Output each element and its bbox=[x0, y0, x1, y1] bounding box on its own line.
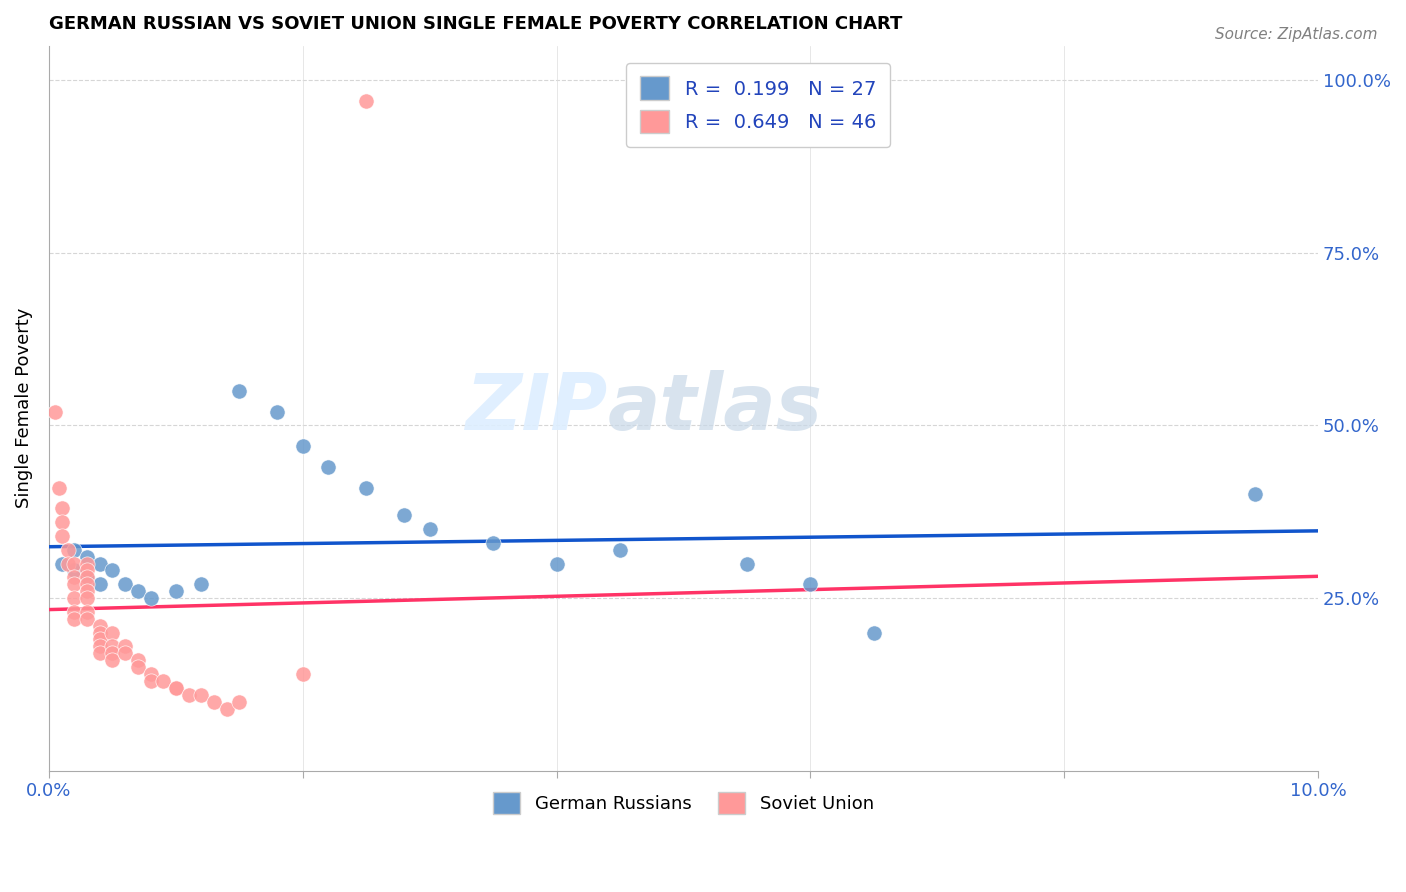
Point bbox=[89, 646, 111, 660]
Point bbox=[63, 542, 86, 557]
Point bbox=[44, 404, 66, 418]
Point bbox=[101, 625, 124, 640]
Point bbox=[63, 591, 86, 605]
Point bbox=[1243, 487, 1265, 501]
Legend: German Russians, Soviet Union: German Russians, Soviet Union bbox=[481, 780, 887, 827]
Point bbox=[863, 625, 886, 640]
Point bbox=[114, 577, 136, 591]
Point bbox=[114, 646, 136, 660]
Point bbox=[56, 542, 79, 557]
Point bbox=[291, 667, 314, 681]
Point bbox=[63, 612, 86, 626]
Point bbox=[127, 584, 149, 599]
Y-axis label: Single Female Poverty: Single Female Poverty bbox=[15, 308, 32, 508]
Point bbox=[139, 673, 162, 688]
Point bbox=[215, 701, 238, 715]
Point bbox=[76, 612, 98, 626]
Point bbox=[76, 584, 98, 599]
Point bbox=[165, 681, 187, 695]
Point bbox=[89, 618, 111, 632]
Point bbox=[89, 625, 111, 640]
Point bbox=[152, 673, 174, 688]
Point bbox=[63, 557, 86, 571]
Point bbox=[101, 640, 124, 654]
Point bbox=[48, 481, 70, 495]
Text: Source: ZipAtlas.com: Source: ZipAtlas.com bbox=[1215, 27, 1378, 42]
Point bbox=[76, 564, 98, 578]
Point bbox=[177, 688, 200, 702]
Point bbox=[63, 605, 86, 619]
Point bbox=[51, 557, 73, 571]
Point bbox=[316, 459, 339, 474]
Point bbox=[76, 557, 98, 571]
Point bbox=[228, 384, 250, 398]
Point bbox=[735, 557, 758, 571]
Point bbox=[89, 557, 111, 571]
Point bbox=[202, 695, 225, 709]
Point bbox=[89, 640, 111, 654]
Point bbox=[51, 515, 73, 529]
Point bbox=[63, 577, 86, 591]
Point bbox=[165, 584, 187, 599]
Point bbox=[51, 501, 73, 516]
Point bbox=[266, 404, 288, 418]
Point bbox=[127, 653, 149, 667]
Point bbox=[76, 570, 98, 584]
Point bbox=[482, 536, 505, 550]
Point bbox=[356, 481, 378, 495]
Point bbox=[394, 508, 416, 523]
Point bbox=[101, 564, 124, 578]
Point bbox=[190, 577, 212, 591]
Point bbox=[56, 557, 79, 571]
Text: ZIP: ZIP bbox=[465, 370, 607, 446]
Point bbox=[228, 695, 250, 709]
Point bbox=[63, 564, 86, 578]
Text: atlas: atlas bbox=[607, 370, 823, 446]
Point bbox=[419, 522, 441, 536]
Point bbox=[76, 591, 98, 605]
Point bbox=[127, 660, 149, 674]
Point bbox=[114, 640, 136, 654]
Point bbox=[139, 591, 162, 605]
Point bbox=[609, 542, 631, 557]
Point bbox=[546, 557, 568, 571]
Point bbox=[51, 529, 73, 543]
Point bbox=[76, 549, 98, 564]
Point bbox=[76, 605, 98, 619]
Point bbox=[190, 688, 212, 702]
Point bbox=[799, 577, 821, 591]
Point bbox=[89, 577, 111, 591]
Point bbox=[139, 667, 162, 681]
Text: GERMAN RUSSIAN VS SOVIET UNION SINGLE FEMALE POVERTY CORRELATION CHART: GERMAN RUSSIAN VS SOVIET UNION SINGLE FE… bbox=[49, 15, 903, 33]
Point bbox=[76, 577, 98, 591]
Point bbox=[63, 570, 86, 584]
Point bbox=[76, 570, 98, 584]
Point bbox=[101, 653, 124, 667]
Point bbox=[291, 439, 314, 453]
Point bbox=[356, 94, 378, 108]
Point bbox=[89, 632, 111, 647]
Point bbox=[165, 681, 187, 695]
Point bbox=[101, 646, 124, 660]
